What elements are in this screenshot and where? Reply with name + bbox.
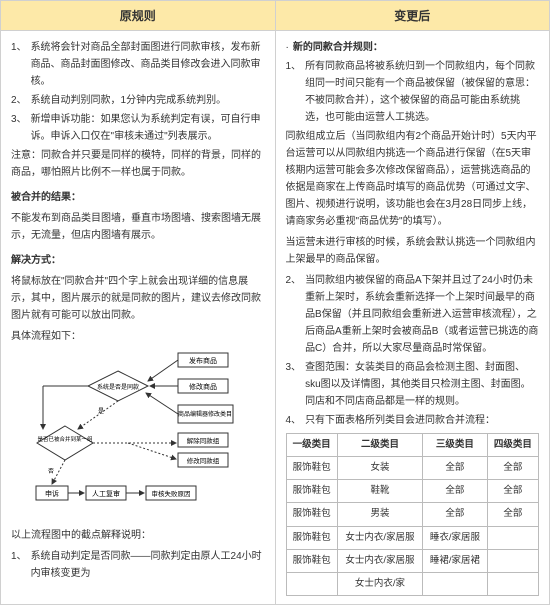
table-row: 服饰鞋包鞋靴全部全部	[286, 480, 539, 503]
fn-pub: 发布商品	[189, 356, 217, 365]
table-cell	[487, 526, 538, 549]
flow-explain: 以上流程图中的截点解释说明：	[11, 527, 265, 544]
r-title: ·新的同款合并规则：	[286, 39, 540, 56]
th-1: 一级类目	[286, 434, 337, 457]
svg-text:否: 否	[48, 468, 54, 475]
left-body: 1、系统将会针对商品全部封面图进行同款审核，发布新商品、商品封面图修改、商品类目…	[1, 31, 275, 592]
table-cell: 男装	[337, 503, 422, 526]
table-cell: 全部	[423, 503, 488, 526]
fn-fail: 审核失败原因	[151, 489, 190, 498]
table-cell: 服饰鞋包	[286, 503, 337, 526]
table-cell: 女士内衣/家居服	[337, 549, 422, 572]
table-head-row: 一级类目 二级类目 三级类目 四级类目	[286, 434, 539, 457]
fn-mod: 修改同款组	[187, 456, 220, 465]
table-cell: 服饰鞋包	[286, 480, 337, 503]
table-cell: 全部	[423, 457, 488, 480]
flowchart: 发布商品 修改商品 商品编辑器修改类目 系统是否是同款 是否已被合并到某一组 申…	[11, 351, 265, 521]
table-cell	[286, 572, 337, 595]
fn-sys: 系统是否是同款	[97, 383, 139, 391]
table-cell	[487, 572, 538, 595]
table-cell: 服饰鞋包	[286, 526, 337, 549]
table-cell: 全部	[487, 480, 538, 503]
th-2: 二级类目	[337, 434, 422, 457]
th-3: 三级类目	[423, 434, 488, 457]
table-cell: 服饰鞋包	[286, 457, 337, 480]
r-p2: 同款组成立后（当同款组内有2个商品开始计时）5天内平台运营可以从同款组内挑选一个…	[286, 128, 540, 230]
table-cell	[423, 572, 488, 595]
left-header: 原规则	[1, 1, 275, 31]
table-cell: 女装	[337, 457, 422, 480]
right-column: 变更后 ·新的同款合并规则： 1、所有同款商品将被系统归到一个同款组内，每个同款…	[276, 1, 550, 604]
r-p1: 1、所有同款商品将被系统归到一个同款组内，每个同款组同一时间只能有一个商品被保留…	[286, 58, 540, 126]
table-cell: 服饰鞋包	[286, 549, 337, 572]
table-cell: 全部	[423, 480, 488, 503]
right-body: ·新的同款合并规则： 1、所有同款商品将被系统归到一个同款组内，每个同款组同一时…	[276, 31, 550, 604]
fn-merge: 是否已被合并到某一组	[37, 435, 93, 443]
table-cell: 全部	[487, 457, 538, 480]
left-item-3: 3、新增申诉功能：如果您认为系统判定有误，可自行申诉。申诉入口仅在"审核未通过"…	[11, 111, 265, 145]
solution-title: 解决方式：	[11, 252, 265, 269]
table-row: 服饰鞋包男装全部全部	[286, 503, 539, 526]
left-column: 原规则 1、系统将会针对商品全部封面图进行同款审核，发布新商品、商品封面图修改、…	[1, 1, 276, 604]
left-note: 注意：同款合并只要是同样的模特，同样的背景，同样的商品，哪怕照片比例不一样也属于…	[11, 147, 265, 181]
table-row: 女士内衣/家	[286, 572, 539, 595]
svg-text:是: 是	[98, 408, 104, 415]
r-p6: 4、只有下面表格所列类目会进同款合并流程：	[286, 412, 540, 429]
flow-explain-1: 1、系统自动判定是否同款——同款判定由原人工24小时内审核变更为	[11, 548, 265, 582]
comparison-table: 原规则 1、系统将会针对商品全部封面图进行同款审核，发布新商品、商品封面图修改、…	[0, 0, 550, 605]
r-p3: 当运营未进行审核的时候，系统会默认挑选一个同款组内上架最早的商品保留。	[286, 234, 540, 268]
result-title: 被合并的结果：	[11, 189, 265, 206]
table-cell: 女士内衣/家	[337, 572, 422, 595]
table-cell	[487, 549, 538, 572]
fn-man: 人工复审	[92, 489, 120, 498]
solution-text2: 具体流程如下：	[11, 328, 265, 345]
table-cell: 鞋靴	[337, 480, 422, 503]
r-p4: 2、当同款组内被保留的商品A下架并且过了24小时仍未重新上架时，系统会重新选择一…	[286, 272, 540, 357]
left-item-1: 1、系统将会针对商品全部封面图进行同款审核，发布新商品、商品封面图修改、商品类目…	[11, 39, 265, 90]
result-text: 不能发布到商品类目图墙，垂直市场图墙、搜索图墙无展示，无流量，但店内图墙有展示。	[11, 210, 265, 244]
solution-text1: 将鼠标放在"同款合并"四个字上就会出现详细的信息展示，其中，图片展示的就是同款的…	[11, 273, 265, 324]
r-p5: 3、查图范围：女装类目的商品会检测主图、封面图、sku图以及详情图，其他类目只检…	[286, 359, 540, 410]
table-cell: 睡衣/家居服	[423, 526, 488, 549]
right-header: 变更后	[276, 1, 550, 31]
fn-rel: 解除同款组	[187, 436, 220, 445]
left-item-2: 2、系统自动判别同款，1分钟内完成系统判别。	[11, 92, 265, 109]
fn-cat: 商品编辑器修改类目	[178, 410, 232, 418]
table-row: 服饰鞋包女装全部全部	[286, 457, 539, 480]
table-cell: 女士内衣/家居服	[337, 526, 422, 549]
category-table: 一级类目 二级类目 三级类目 四级类目 服饰鞋包女装全部全部服饰鞋包鞋靴全部全部…	[286, 433, 540, 596]
table-row: 服饰鞋包女士内衣/家居服睡裙/家居裙	[286, 549, 539, 572]
fn-edit: 修改商品	[189, 382, 217, 391]
table-cell: 睡裙/家居裙	[423, 549, 488, 572]
table-cell: 全部	[487, 503, 538, 526]
table-row: 服饰鞋包女士内衣/家居服睡衣/家居服	[286, 526, 539, 549]
th-4: 四级类目	[487, 434, 538, 457]
fn-appeal: 申诉	[45, 489, 59, 498]
